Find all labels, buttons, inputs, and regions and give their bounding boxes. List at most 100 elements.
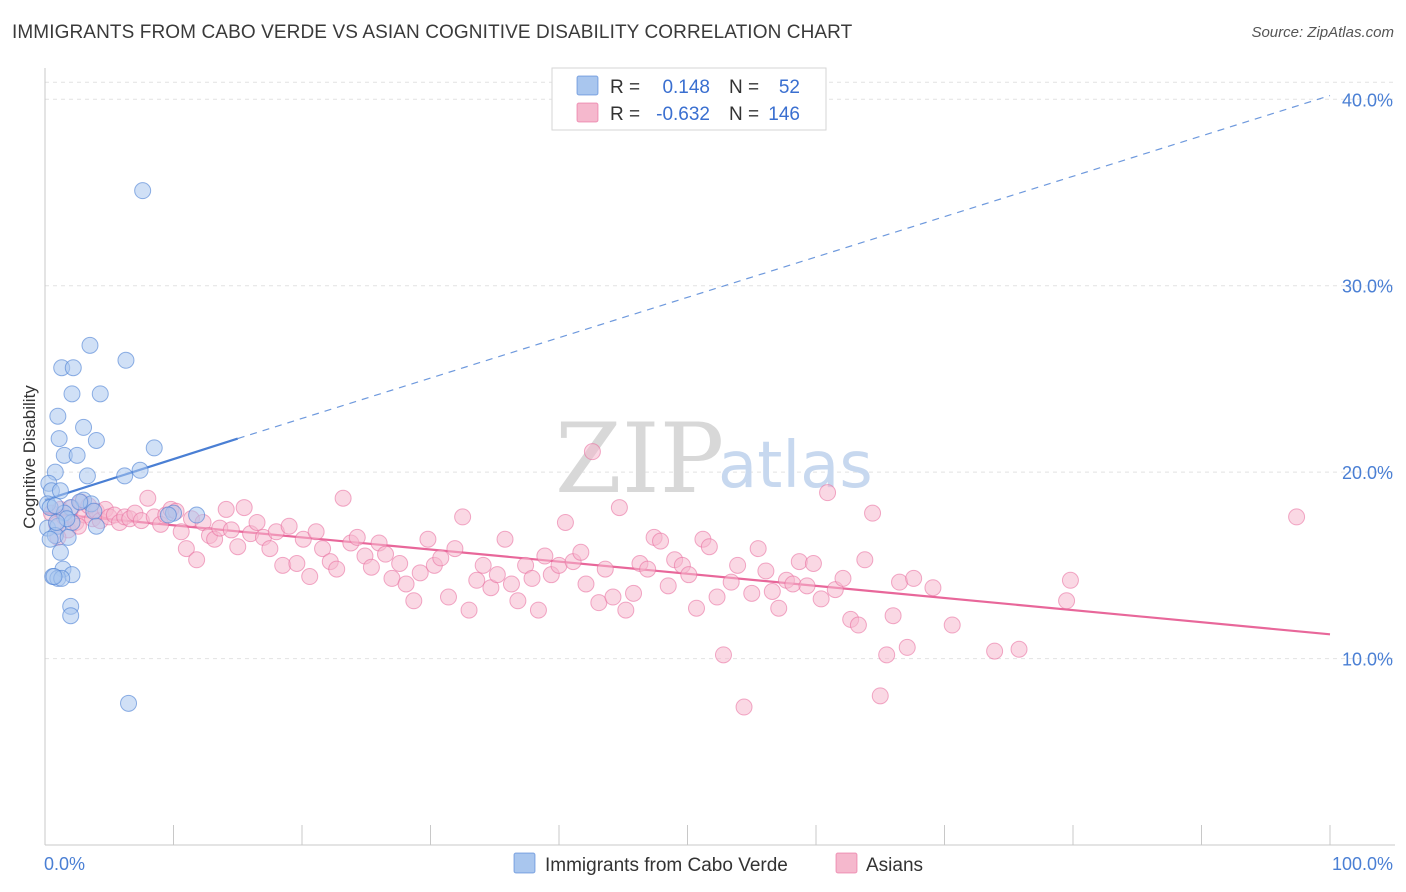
legend-swatch-blue <box>576 75 599 96</box>
point-asians-99 <box>652 532 670 550</box>
trend-line-cabo-verde-extension <box>237 94 1331 440</box>
point-asians-78 <box>509 592 527 610</box>
legend-n-value-1: 52 <box>779 77 800 98</box>
point-asians-97 <box>639 560 657 578</box>
point-asians-87 <box>572 543 590 561</box>
point-asians-48 <box>301 568 319 586</box>
y-axis-label: Cognitive Disability <box>20 385 39 529</box>
point-asians-94 <box>617 601 635 619</box>
point-cabo-verde-0 <box>134 182 152 200</box>
point-asians-122 <box>812 590 830 608</box>
point-cabo-verde-9 <box>87 431 105 449</box>
point-asians-93 <box>610 499 628 517</box>
legend-r-value-2: -0.632 <box>656 104 710 125</box>
point-cabo-verde-46 <box>120 694 138 712</box>
point-cabo-verde-4 <box>64 359 82 377</box>
legend-swatch-pink <box>576 102 599 123</box>
bottom-legend-series2: Asians <box>866 855 923 876</box>
point-asians-85 <box>556 513 574 531</box>
point-asians-113 <box>749 540 767 558</box>
point-asians-89 <box>583 443 601 461</box>
legend-r-value-1: 0.148 <box>662 77 710 98</box>
point-asians-59 <box>377 545 395 563</box>
point-asians-67 <box>432 549 450 567</box>
point-asians-108 <box>714 646 732 664</box>
point-asians-91 <box>596 560 614 578</box>
series-cabo-verde <box>39 182 206 712</box>
point-asians-134 <box>898 638 916 656</box>
point-cabo-verde-43 <box>45 568 63 586</box>
point-asians-120 <box>798 577 816 595</box>
point-asians-115 <box>763 582 781 600</box>
point-asians-128 <box>856 551 874 569</box>
point-asians-70 <box>454 508 472 526</box>
point-cabo-verde-51 <box>159 506 177 524</box>
y-tick-labels: 10.0% 20.0% 30.0% 40.0% <box>1342 90 1393 669</box>
point-asians-28 <box>177 540 195 558</box>
point-asians-109 <box>722 573 740 591</box>
point-asians-118 <box>784 575 802 593</box>
point-asians-44 <box>274 556 292 574</box>
point-cabo-verde-11 <box>50 430 68 448</box>
point-asians-69 <box>446 540 464 558</box>
bottom-legend-swatch-pink <box>835 852 858 874</box>
point-asians-21 <box>139 489 157 507</box>
point-asians-133 <box>891 573 909 591</box>
point-cabo-verde-48 <box>71 493 89 511</box>
y-tick-label-2: 30.0% <box>1342 277 1393 297</box>
point-asians-119 <box>790 553 808 571</box>
point-cabo-verde-10 <box>145 439 163 457</box>
point-asians-90 <box>590 594 608 612</box>
point-asians-60 <box>383 569 401 587</box>
point-cabo-verde-15 <box>78 467 96 485</box>
point-asians-50 <box>314 540 332 558</box>
point-asians-95 <box>625 584 643 602</box>
point-asians-114 <box>757 562 775 580</box>
point-asians-30 <box>188 551 206 569</box>
point-asians-47 <box>294 530 312 548</box>
point-cabo-verde-27 <box>85 502 103 520</box>
point-asians-61 <box>391 554 409 572</box>
point-asians-136 <box>924 579 942 597</box>
point-asians-72 <box>468 571 486 589</box>
point-asians-142 <box>1288 508 1306 526</box>
point-asians-53 <box>334 489 352 507</box>
point-asians-38 <box>235 499 253 517</box>
point-asians-52 <box>328 560 346 578</box>
point-asians-127 <box>849 616 867 634</box>
point-cabo-verde-45 <box>62 607 80 625</box>
point-asians-123 <box>819 484 837 502</box>
point-cabo-verde-35 <box>59 528 77 546</box>
point-asians-106 <box>700 538 718 556</box>
legend-r-label-2: R = <box>610 104 640 125</box>
point-cabo-verde-16 <box>116 467 134 485</box>
point-cabo-verde-47 <box>46 497 64 515</box>
point-asians-57 <box>362 558 380 576</box>
point-cabo-verde-13 <box>68 446 86 464</box>
point-asians-49 <box>307 523 325 541</box>
point-asians-104 <box>687 599 705 617</box>
point-asians-129 <box>864 504 882 522</box>
point-asians-137 <box>943 616 961 634</box>
point-cabo-verde-36 <box>41 530 59 548</box>
point-asians-103 <box>680 566 698 584</box>
axes <box>44 68 1395 846</box>
point-asians-135 <box>905 569 923 587</box>
point-asians-75 <box>488 566 506 584</box>
point-cabo-verde-33 <box>87 517 105 535</box>
point-asians-40 <box>248 513 266 531</box>
point-cabo-verde-29 <box>188 506 206 524</box>
point-asians-107 <box>708 588 726 606</box>
point-asians-71 <box>460 601 478 619</box>
point-asians-81 <box>529 601 547 619</box>
point-asians-140 <box>1058 592 1076 610</box>
y-tick-label-0: 10.0% <box>1342 650 1393 670</box>
x-tick-label-1: 100.0% <box>1332 854 1393 874</box>
watermark-atlas: atlas <box>718 429 873 503</box>
watermark-zip: ZIP <box>555 403 724 515</box>
point-asians-125 <box>834 569 852 587</box>
grid-lines <box>45 81 1395 660</box>
point-asians-76 <box>496 530 514 548</box>
point-asians-37 <box>229 538 247 556</box>
